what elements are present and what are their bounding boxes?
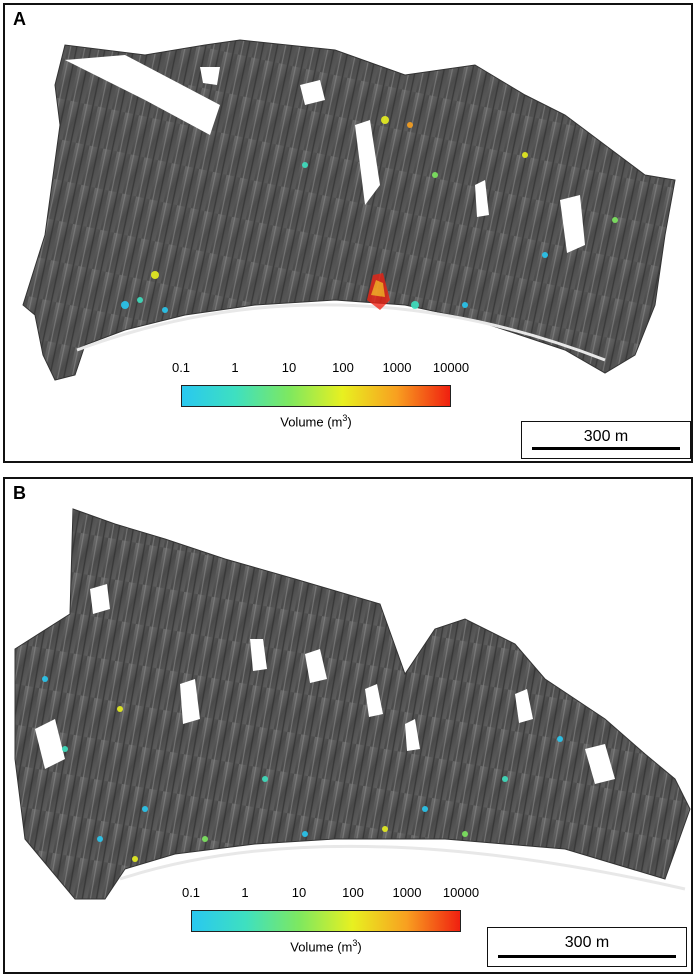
terrain-mesh [22,39,676,381]
scale-bar: 300 m [487,927,687,967]
colorbar-tick: 0.1 [181,885,201,900]
colorbar-tick: 100 [332,360,354,375]
colorbar-ticks: 0.1 1 10 100 1000 10000 [182,885,479,901]
colorbar-tick: 1000 [392,885,422,900]
colorbar-tick: 10000 [442,885,480,900]
panel-a: A 0.1 1 10 100 1000 10000 Volume (m3) 30… [3,3,693,463]
scale-bar-label: 300 m [564,934,610,951]
panel-label: B [13,483,26,503]
road-line [76,303,606,362]
terrain-mesh [14,508,691,900]
scale-bar: 300 m [521,421,691,459]
panel-label: A [13,9,26,29]
panel-b: B 0.1 1 10 100 1000 10000 Volume (m3) 30… [3,477,693,974]
colorbar-tick: 10 [291,885,307,900]
scale-bar-line [498,955,676,958]
detections [121,116,618,313]
panel-a-terrain-image [22,39,676,381]
colorbar-tick: 10000 [432,360,470,375]
road-line [119,844,686,891]
colorbar-gradient [191,910,461,932]
colorbar: 0.1 1 10 100 1000 10000 Volume (m3) [182,885,479,960]
colorbar-gradient [181,385,451,407]
colorbar-tick: 1 [231,360,239,375]
colorbar-tick: 10 [281,360,297,375]
colorbar-ticks: 0.1 1 10 100 1000 10000 [172,360,469,376]
colorbar-tick: 0.1 [171,360,191,375]
colorbar-title: Volume (m3) [280,413,352,430]
detections [42,676,563,862]
panel-b-terrain-image [14,508,691,900]
scale-bar-line [532,447,680,450]
colorbar-tick: 100 [342,885,364,900]
colorbar: 0.1 1 10 100 1000 10000 Volume (m3) [172,360,469,435]
scale-bar-label: 300 m [583,428,629,445]
colorbar-tick: 1000 [382,360,412,375]
colorbar-title: Volume (m3) [290,938,362,955]
colorbar-tick: 1 [241,885,249,900]
